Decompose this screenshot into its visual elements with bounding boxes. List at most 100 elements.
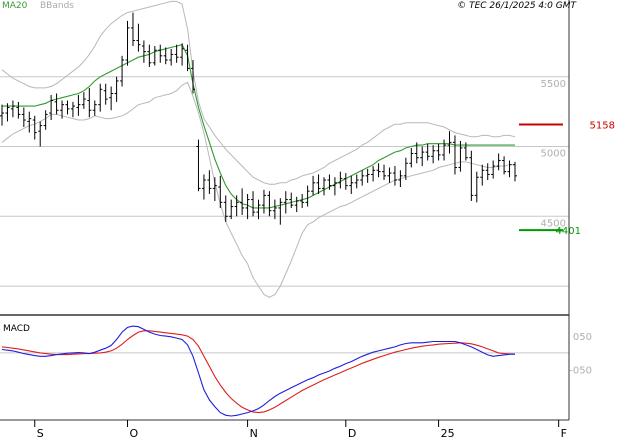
ohlc-bar [130, 12, 135, 47]
ohlc-bar [70, 101, 75, 118]
ohlc-bar [436, 143, 441, 161]
ohlc-bar [0, 104, 4, 126]
ohlc-bars [0, 12, 517, 225]
ohlc-bar [185, 44, 190, 72]
ohlc-bar [513, 161, 517, 182]
ohlc-bar [212, 177, 217, 201]
ohlc-bar [458, 140, 463, 172]
price-gridlines [0, 76, 569, 287]
ohlc-bar [463, 142, 468, 161]
macd-series-group [1, 325, 516, 417]
ohlc-bar [152, 46, 157, 66]
price-panel: 5500 5000 4500 5158 4401 [0, 0, 615, 298]
ohlc-bar [10, 100, 15, 118]
ohlc-bar [311, 175, 316, 196]
ohlc-bar [382, 164, 387, 181]
ohlc-bar [98, 83, 103, 112]
legend-bbands: BBands [40, 1, 74, 11]
ohlc-bar [261, 189, 266, 214]
ohlc-bar [349, 175, 354, 194]
ohlc-bar [218, 175, 223, 208]
price-levels: 5158 4401 [519, 120, 615, 237]
ohlc-bar [267, 191, 272, 217]
macd-title: MACD [3, 324, 30, 334]
ohlc-bar [300, 193, 305, 208]
ohlc-bar [305, 185, 310, 207]
ohlc-bar [343, 173, 348, 190]
ohlc-bar [398, 170, 403, 188]
ohlc-bar [316, 174, 321, 194]
ohlc-bar [452, 135, 457, 175]
ohlc-bar [392, 166, 397, 186]
ohlc-bar [431, 145, 436, 164]
ohlc-bar [251, 191, 256, 217]
ohlc-bar [420, 146, 425, 167]
ohlc-bar [283, 191, 288, 214]
ohlc-bar [5, 103, 10, 122]
ohlc-bar [136, 23, 141, 52]
ohlc-bar [87, 87, 92, 118]
ohlc-bar [60, 100, 65, 119]
ohlc-bar [469, 150, 474, 201]
ohlc-bar [256, 199, 261, 220]
x-tick-label: N [250, 427, 258, 440]
ohlc-bar [447, 131, 452, 154]
ohlc-bar [425, 143, 430, 161]
x-tick-label: 25 [441, 427, 455, 440]
ohlc-bar [81, 92, 86, 109]
price-level-label: 5158 [590, 120, 615, 131]
ohlc-bar [38, 121, 43, 147]
x-tick-label: O [130, 427, 139, 440]
ohlc-bar [360, 170, 365, 186]
macd-panel: 050 -050 MACD [0, 324, 592, 417]
ohlc-bar [442, 139, 447, 161]
ohlc-bar [49, 94, 54, 121]
ohlc-bar [409, 147, 414, 168]
price-y-tick-label: 5000 [541, 149, 566, 160]
ohlc-bar [354, 174, 359, 189]
ohlc-bar [278, 198, 283, 225]
legend: MA20 BBands [2, 1, 74, 11]
ohlc-bar [207, 170, 212, 194]
ohlc-bar [169, 48, 174, 66]
ohlc-bar [502, 156, 507, 175]
price-y-tick-label: 4500 [541, 218, 566, 229]
ohlc-bar [491, 160, 496, 179]
x-tick-label: S [37, 427, 44, 440]
ohlc-bar [240, 188, 245, 215]
ohlc-bar [141, 40, 146, 63]
macd-y-axis: 050 -050 [569, 332, 592, 377]
ohlc-bar [16, 101, 21, 119]
ohlc-bar [229, 199, 234, 220]
ohlc-bar [163, 47, 168, 65]
ohlc-bar [174, 44, 179, 63]
ohlc-bar [21, 107, 26, 127]
ohlc-bar [125, 20, 130, 66]
ohlc-bar [480, 164, 485, 186]
ohlc-bar [120, 55, 125, 87]
legend-ma20: MA20 [2, 1, 28, 11]
ohlc-bar [371, 166, 376, 182]
ohlc-bar [54, 93, 59, 115]
x-tick-label: D [348, 427, 356, 440]
ohlc-bar [27, 111, 32, 133]
price-y-tick-label: 5500 [541, 79, 566, 90]
ohlc-bar [294, 196, 299, 213]
ohlc-bar [92, 100, 97, 116]
ohlc-bar [76, 94, 81, 116]
ohlc-bar [234, 195, 239, 217]
ohlc-bar [114, 76, 119, 102]
ohlc-bar [103, 83, 108, 105]
price-series-group [1, 0, 516, 298]
ohlc-bar [321, 177, 326, 196]
ohlc-bar [376, 163, 381, 178]
ohlc-bar [32, 115, 37, 140]
macd-y-tick-label: -050 [569, 366, 592, 377]
ma20-line [2, 44, 515, 209]
ohlc-bar [387, 167, 392, 183]
price-y-axis: 5500 5000 4500 [541, 79, 566, 230]
ohlc-bar [403, 157, 408, 181]
ohlc-bar [289, 192, 294, 208]
ohlc-bar [245, 193, 250, 220]
